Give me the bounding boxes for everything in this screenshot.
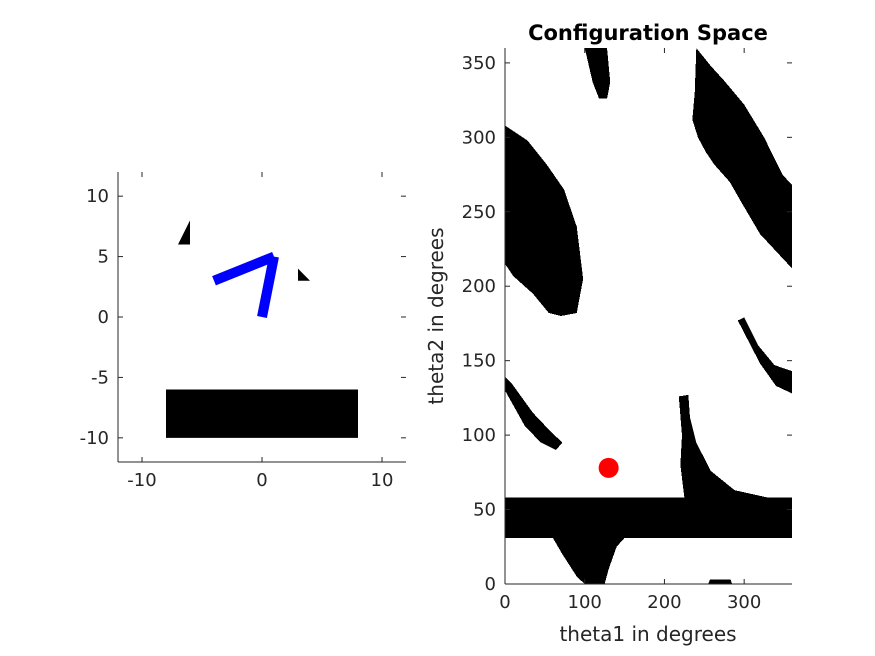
collision-region [505, 497, 792, 538]
cspace-y-tick-label: 0 [485, 574, 496, 595]
collision-region [584, 48, 611, 99]
cspace-x-tick-label: 0 [499, 592, 510, 613]
cspace-x-tick-label: 200 [647, 592, 681, 613]
cspace-x-tick-label: 100 [568, 592, 602, 613]
workspace-x-tick-label: 10 [371, 470, 394, 491]
arm-link-1 [257, 255, 279, 318]
workspace-plot: -10 0 10 10 5 0 -5 -10 [80, 172, 406, 491]
cspace-title: Configuration Space [528, 21, 768, 45]
cspace-y-tick-label: 250 [462, 202, 496, 223]
cspace-tick-labels: 0 100 200 300 350 300 250 200 150 100 50 0 [462, 53, 762, 613]
collision-region [552, 537, 625, 584]
current-configuration-point [598, 457, 619, 478]
cspace-y-axis-label: theta2 in degrees [424, 227, 448, 404]
workspace-obstacle [166, 389, 358, 438]
collision-region [737, 317, 792, 394]
workspace-x-tick-label: -10 [127, 470, 156, 491]
cspace-axes [504, 48, 792, 585]
cspace-y-tick-label: 150 [462, 351, 496, 372]
collision-region [678, 394, 769, 498]
collision-regions [505, 48, 792, 584]
workspace-y-tick-label: 5 [98, 247, 109, 268]
cspace-y-tick-label: 50 [473, 500, 496, 521]
collision-region [505, 377, 563, 450]
robot-arm [212, 251, 279, 318]
workspace-obstacle [178, 220, 190, 245]
collision-region [692, 48, 792, 269]
cspace-y-tick-label: 200 [462, 276, 496, 297]
workspace-obstacle [298, 268, 310, 281]
workspace-y-tick-label: -5 [91, 367, 109, 388]
collision-region [505, 125, 584, 316]
cspace-y-tick-label: 350 [462, 53, 496, 74]
cspace-x-tick-label: 300 [727, 592, 761, 613]
workspace-axes [117, 172, 406, 463]
workspace-tick-labels: -10 0 10 10 5 0 -5 -10 [80, 186, 394, 491]
workspace-y-tick-label: 0 [98, 307, 109, 328]
cspace-x-axis-label: theta1 in degrees [559, 622, 736, 646]
configuration-space-plot: Configuration Space 0 100 200 300 350 300 250 2… [424, 21, 792, 646]
workspace-x-tick-label: 0 [256, 470, 267, 491]
current-configuration [598, 457, 619, 478]
workspace-y-tick-label: -10 [80, 428, 109, 449]
workspace-y-tick-label: 10 [86, 186, 109, 207]
cspace-y-tick-label: 100 [462, 425, 496, 446]
collision-region [708, 579, 733, 584]
cspace-y-tick-label: 300 [462, 127, 496, 148]
workspace-obstacles [166, 220, 358, 438]
arm-link-2 [212, 251, 276, 286]
